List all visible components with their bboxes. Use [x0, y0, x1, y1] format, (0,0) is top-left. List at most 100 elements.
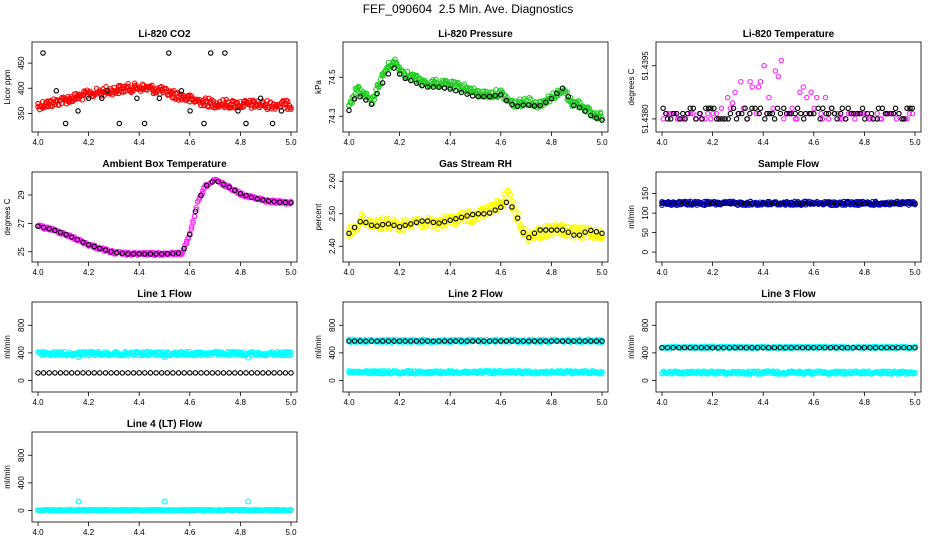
data-point-black: [265, 370, 272, 376]
data-point-dense: [528, 96, 534, 102]
data-point-black: [509, 204, 515, 210]
data-point-black: [912, 200, 918, 207]
data-point-black: [811, 344, 817, 351]
data-point-magenta: [732, 89, 738, 96]
x-tick-label: 4.0: [343, 398, 355, 407]
y-axis-label: ml/min: [3, 465, 12, 489]
data-point-black: [664, 344, 671, 351]
y-axis-label: ml/min: [627, 205, 636, 229]
data-point-black: [282, 199, 289, 206]
series-layer: [659, 343, 918, 377]
data-point-black: [102, 370, 109, 376]
data-point-black: [520, 102, 527, 108]
data-point-black: [680, 110, 686, 117]
data-point-black: [794, 105, 801, 112]
data-point-black: [845, 105, 851, 112]
data-point-dense: [396, 64, 403, 71]
x-tick-label: 4.0: [656, 398, 668, 407]
data-point-black: [872, 200, 879, 207]
data-point-magenta: [825, 116, 832, 122]
data-point-yellow: [583, 234, 589, 241]
data-point-black: [35, 223, 41, 229]
data-point-black: [817, 116, 823, 122]
panel-line3: Line 3 Flow ml/min 4.0 4.2 4.4 4.6 4.8 5.0 0 400 8…: [627, 289, 922, 407]
data-point-black: [698, 200, 705, 207]
panel-title: Line 3 Flow: [761, 289, 816, 300]
data-point-yellow: [548, 232, 555, 238]
data-point-black: [743, 344, 750, 351]
data-point-black: [834, 116, 840, 122]
x-tick-label: 4.8: [235, 528, 247, 537]
x-tick-label: 4.2: [394, 398, 406, 407]
data-point-black: [198, 370, 204, 376]
x-tick-label: 4.2: [707, 268, 719, 277]
data-point-magenta: [749, 84, 755, 90]
y-tick-label: 2.50: [328, 205, 337, 221]
data-point-black: [659, 344, 665, 351]
y-axis-label: Licor ppm: [3, 69, 12, 104]
x-tick-label: 4.6: [495, 268, 507, 277]
data-point-black: [514, 338, 521, 344]
panel-title: Li-820 Temperature: [743, 29, 835, 40]
y-tick-label: 51.4380: [641, 104, 650, 133]
data-point-black: [548, 338, 555, 344]
x-tick-label: 4.0: [656, 138, 668, 147]
data-point-black: [901, 200, 907, 207]
x-tick-label: 4.2: [83, 398, 95, 407]
y-tick-label: 800: [17, 448, 26, 462]
data-point-black: [859, 105, 866, 112]
y-axis-label: ml/min: [3, 335, 12, 359]
data-point-magenta: [818, 110, 824, 117]
data-point-black: [816, 200, 823, 207]
x-tick-label: 4.0: [32, 138, 44, 147]
data-point-magenta: [909, 110, 916, 117]
data-point-magenta: [724, 94, 731, 101]
data-point-black: [391, 338, 397, 344]
series-layer: [35, 498, 294, 514]
data-point-black: [368, 101, 375, 108]
data-point-black: [260, 370, 266, 376]
data-point-black: [721, 200, 727, 207]
data-point-black: [777, 200, 783, 207]
series-layer: [346, 56, 605, 123]
data-point-black: [571, 338, 577, 344]
data-point-black: [226, 370, 232, 376]
figure-title: FEF_090604 2.5 Min. Ave. Diagnostics: [362, 2, 574, 16]
data-point-black: [57, 370, 64, 376]
data-point-black: [576, 338, 583, 344]
data-point-black: [153, 251, 159, 257]
data-point-black: [808, 110, 814, 117]
data-point-black: [436, 84, 442, 90]
data-point-discrete: [40, 50, 46, 56]
data-point-black: [879, 105, 886, 112]
data-point-discrete: [269, 120, 276, 127]
data-point-dense: [125, 80, 131, 87]
data-point-black: [811, 200, 817, 207]
x-tick-label: 5.0: [285, 528, 297, 537]
data-point-black: [220, 370, 227, 376]
data-point-black: [664, 200, 671, 207]
data-point-discrete: [62, 120, 69, 127]
data-point-discrete: [201, 120, 207, 127]
data-point-black: [576, 232, 583, 238]
data-point-black: [63, 370, 69, 376]
data-point-black: [823, 110, 829, 117]
data-point-black: [599, 338, 605, 344]
data-point-yellow: [494, 207, 501, 214]
data-point-black: [209, 370, 216, 376]
data-point-black: [794, 200, 800, 207]
data-point-magenta: [835, 110, 841, 117]
data-point-black: [379, 80, 386, 86]
y-tick-label: 800: [17, 318, 26, 332]
data-point-cyan-outlier: [245, 354, 251, 361]
series-layer: [35, 50, 294, 127]
data-point-black: [413, 219, 420, 226]
data-point-black: [752, 105, 758, 112]
data-point-black: [744, 116, 750, 122]
data-point-magenta: [183, 240, 190, 247]
data-point-black: [419, 218, 425, 224]
data-point-black: [441, 218, 448, 225]
data-point-black: [125, 370, 131, 376]
data-point-black: [867, 344, 873, 351]
data-point-black: [599, 230, 605, 237]
